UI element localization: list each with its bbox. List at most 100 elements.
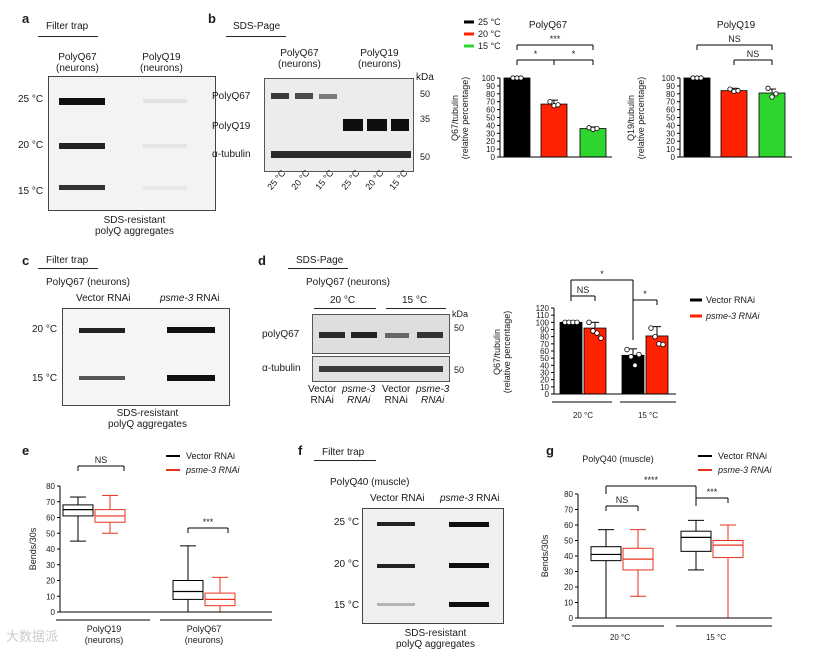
chart-e-bends-cat: (neurons)	[85, 635, 124, 645]
blot-a-q67-20	[59, 143, 105, 149]
panel-b-heading-rule	[226, 36, 286, 37]
chart-b-q67-legend-label: 15 °C	[478, 41, 501, 51]
panel-d-lane1: Vector RNAi	[308, 384, 337, 406]
chart-d-q67-y-tick-label: 110	[536, 311, 549, 320]
panel-f-col2: psme-3 RNAi	[440, 494, 499, 504]
chart-g-bends-sig-label: ***	[707, 487, 718, 497]
chart-d-q67-cat: 20 °C	[573, 411, 593, 420]
chart-e-bends-cat: (neurons)	[185, 635, 224, 645]
chart-b-q67-sig-label: *	[572, 49, 576, 59]
chart-d-q67-ylabel: Q67/tubulin	[492, 329, 502, 375]
blot-b-q67-l2	[295, 93, 313, 99]
panel-a-col1: PolyQ67 (neurons)	[56, 52, 99, 74]
chart-d-q67-sig-label: *	[643, 289, 647, 299]
chart-d-q67-legend-label: Vector RNAi	[706, 295, 755, 305]
panel-d-row-tubulin: α-tubulin	[262, 363, 301, 374]
blot-f-vector-15	[377, 603, 415, 606]
chart-d-q67-point	[648, 325, 654, 331]
chart-b-q67-y-tick-label: 60	[486, 106, 495, 115]
chart-g-bends-y-tick-label: 60	[564, 521, 573, 530]
chart-g-bends-y-tick-label: 30	[564, 568, 573, 577]
chart-d-q67-point	[574, 319, 580, 326]
panel-c-row1: 20 °C	[32, 324, 58, 335]
panel-c-col2-gene: psme-3	[160, 293, 194, 304]
chart-b-q19-sig-label: NS	[747, 49, 760, 59]
chart-g-bends-legend-label: Vector RNAi	[718, 451, 767, 461]
panel-label-a: a	[22, 11, 30, 26]
panel-b-marker1: 50	[420, 89, 431, 99]
panel-f-membrane	[362, 508, 504, 624]
chart-d-q67-ylabel: (relative percentage)	[502, 311, 512, 394]
chart-b-q19-y-tick-label: 50	[666, 114, 675, 123]
panel-f-subtitle: PolyQ40 (muscle)	[330, 477, 410, 488]
chart-g-bends-y-tick-label: 50	[564, 537, 573, 546]
chart-b-q19-y-tick-label: 60	[666, 106, 675, 115]
panel-d-group2-rule	[386, 308, 446, 309]
chart-g-bends-box	[680, 530, 712, 552]
panel-c-col1: Vector RNAi	[76, 293, 131, 304]
chart-g-bends-legend-label: psme-3 RNAi	[717, 465, 773, 475]
blot-d-q67-l1	[319, 332, 345, 338]
panel-c-heading: Filter trap	[46, 255, 89, 266]
panel-b-row-polyq67: PolyQ67	[212, 91, 251, 102]
blot-c-vector-20	[79, 328, 125, 333]
chart-b-q19-y-tick-label: 40	[666, 121, 675, 130]
chart-g-bends-y-tick-label: 40	[564, 552, 573, 561]
panel-a-col2: PolyQ19 (neurons)	[140, 52, 183, 74]
chart-b-q67-ylabel: Q67/tubulin	[450, 95, 460, 141]
chart-b-q67-bar	[540, 103, 568, 158]
chart-d-q67-y-tick-label: 90	[540, 326, 549, 335]
chart-d-q67-point	[632, 362, 638, 369]
chart-b-q67-sig-label: *	[534, 49, 538, 59]
chart-g-bends-box	[712, 540, 744, 559]
panel-f-heading: Filter trap	[322, 447, 365, 458]
chart-d-q67-point	[594, 330, 600, 336]
chart-e-bends-legend-label: psme-3 RNAi	[185, 465, 241, 475]
chart-b-q19-point	[727, 86, 733, 92]
blot-d-q67-l2	[351, 332, 377, 338]
panel-b-kda: kDa	[416, 72, 434, 83]
panel-a-row3: 15 °C	[18, 186, 44, 197]
blot-a-q67-15	[59, 185, 105, 190]
panel-d-group2: 15 °C	[402, 295, 428, 306]
blot-d-q67-l3	[385, 333, 409, 338]
panel-label-d: d	[258, 253, 266, 268]
blot-c-vector-15	[79, 376, 125, 380]
chart-d-q67-point	[660, 341, 666, 348]
chart-b-q19-sig-label: NS	[728, 34, 741, 44]
blot-f-psme3-20	[449, 563, 489, 568]
panel-d-blot-tubulin	[312, 356, 450, 382]
chart-d-q67-point	[628, 354, 634, 360]
chart-e-bends-legend-label: Vector RNAi	[186, 451, 235, 461]
chart-b-q67-legend-label: 20 °C	[478, 29, 501, 39]
chart-b-q67-point	[555, 102, 561, 108]
blot-d-q67-l4	[417, 332, 443, 338]
blot-b-q19-l6	[391, 119, 409, 131]
chart-d-q67-y-tick-label: 0	[545, 390, 550, 399]
chart-g-bends-box	[590, 546, 622, 562]
chart-b-q19-y-tick-label: 90	[666, 82, 675, 91]
watermark: 大数据派	[6, 629, 59, 644]
panel-c-subtitle: PolyQ67 (neurons)	[46, 277, 130, 288]
chart-g-bends-sig-label: ****	[644, 475, 659, 485]
chart-b-q67-y-tick-label: 0	[491, 153, 496, 162]
panel-label-g: g	[546, 443, 554, 458]
chart-g-bends-y-tick-label: 20	[564, 583, 573, 592]
chart-e-bends-y-tick-label: 30	[46, 561, 55, 570]
panel-f-row2: 20 °C	[334, 559, 360, 570]
panel-d-group1: 20 °C	[330, 295, 356, 306]
chart-b-q67-y-tick-label: 80	[486, 90, 495, 99]
chart-d-q67-y-tick-label: 120	[536, 304, 550, 313]
blot-c-psme3-20	[167, 327, 215, 333]
panel-d-row-polyq67: polyQ67	[262, 329, 300, 340]
chart-e-bends-y-tick-label: 40	[46, 545, 55, 554]
chart-e-bends-box	[172, 580, 204, 600]
panel-d-subtitle: PolyQ67 (neurons)	[306, 277, 390, 288]
chart-d-q67-y-tick-label: 30	[540, 369, 549, 378]
chart-b-q19-y-tick-label: 20	[666, 137, 675, 146]
chart-b-q19-point	[735, 88, 741, 94]
chart-b-q19-point	[698, 75, 704, 81]
panel-f-row3: 15 °C	[334, 600, 360, 611]
chart-d-q67-y-tick-label: 80	[540, 333, 549, 342]
